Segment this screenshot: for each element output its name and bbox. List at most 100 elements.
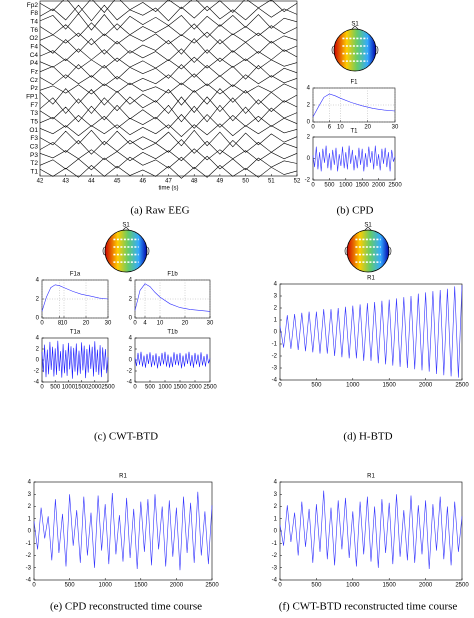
x-tick-label: 30 [392,125,399,131]
x-tick-label: 20 [182,321,189,327]
eeg-trace [39,4,298,22]
x-tick-label: 10 [337,125,344,131]
x-tick-label: 2000 [188,385,202,391]
channel-label: T6 [30,27,38,34]
plot-title: R1 [119,474,127,480]
x-tick-label: 2500 [101,385,115,391]
x-tick-label: 43 [62,179,69,185]
x-tick-label: 1500 [75,385,89,391]
y-tick-label: 2 [28,504,32,510]
y-tick-label: -2 [26,553,32,559]
x-tick-label: 1000 [346,583,360,589]
channel-label: FP1 [26,94,38,101]
head-nose [121,226,131,232]
plot-title: R1 [367,276,375,282]
y-tick-label: -3 [26,565,32,571]
x-tick-label: 1500 [356,183,370,189]
eeg-trace [39,114,298,129]
eeg-trace [39,129,298,148]
line-series [134,351,211,369]
x-tick-label: 2000 [88,385,102,391]
channel-label: F7 [30,102,38,109]
head-nose [350,25,360,31]
y-tick-label: 2 [129,347,133,353]
line-series [41,340,109,379]
eeg-trace [39,0,298,14]
x-tick-label: 1000 [99,583,113,589]
channel-label: F8 [30,10,38,17]
eeg-trace [39,48,298,63]
y-tick-label: 1 [28,516,32,522]
topomap-title: S1 [351,22,359,28]
channel-label: T1 [30,169,38,176]
eeg-trace [39,13,298,31]
x-tick-label: 0 [311,125,315,131]
channel-label: T3 [30,110,38,117]
topomap-head [346,229,390,273]
x-tick-label: 30 [207,321,214,327]
x-tick-label: 20 [83,321,90,327]
x-tick-label: 2500 [455,583,469,589]
line-series [279,285,463,378]
line-series [312,93,396,118]
eeg-trace [39,38,298,55]
channel-label: O2 [29,35,38,42]
y-tick-label: -2 [305,178,311,184]
y-tick-label: 0 [28,529,32,535]
channel-label: T4 [30,19,38,26]
y-tick-label: -2 [127,369,133,375]
x-tick-label: 500 [311,383,322,389]
channel-label: P4 [30,60,38,67]
head-nose [363,226,373,232]
y-tick-label: 2 [36,297,40,303]
topomap-title: S1 [364,223,372,229]
y-tick-label: -4 [34,380,40,386]
x-tick-label: 8 [58,321,62,327]
y-tick-label: -2 [272,553,278,559]
x-tick-label: 0 [32,583,36,589]
x-tick-label: 1000 [346,383,360,389]
y-tick-label: 4 [274,480,278,486]
y-tick-label: 4 [274,282,278,288]
channel-label: O1 [29,127,38,134]
x-tick-label: 20 [364,125,371,131]
channel-label: Cz [30,77,38,84]
eeg-trace [39,82,298,95]
x-tick-label: 1500 [173,385,187,391]
line-series [41,284,109,312]
x-axis-label: time (s) [159,186,179,192]
x-tick-label: 500 [65,583,76,589]
y-tick-label: 0 [36,358,40,364]
line-series [134,283,211,312]
channel-label: Fp2 [27,2,39,9]
x-tick-label: 1000 [62,385,76,391]
x-tick-label: 10 [61,321,68,327]
x-tick-label: 1500 [134,583,148,589]
caption: (e) CPD reconstructed time course [50,601,202,613]
y-tick-label: -4 [272,378,278,384]
plot-title: F1b [167,272,178,278]
x-tick-label: 48 [191,179,198,185]
y-tick-label: 2 [307,103,311,109]
x-tick-label: 49 [217,179,224,185]
x-tick-label: 2000 [419,583,433,589]
y-tick-label: -1 [272,342,278,348]
eeg-trace [39,164,298,179]
channel-label: Pz [30,85,38,92]
x-tick-label: 2000 [170,583,184,589]
caption: (c) CWT-BTD [94,431,158,443]
eeg-trace [39,56,298,70]
x-tick-label: 2000 [372,183,386,189]
x-tick-label: 4 [143,321,147,327]
y-tick-label: 2 [274,504,278,510]
y-tick-label: 0 [274,529,278,535]
x-tick-label: 30 [105,321,112,327]
y-tick-label: -3 [272,565,278,571]
y-tick-label: 2 [274,306,278,312]
plot-title: T1 [350,129,358,135]
y-tick-label: 0 [307,120,311,126]
eeg-trace [39,73,298,88]
y-tick-label: -3 [272,366,278,372]
line-series [279,490,463,570]
